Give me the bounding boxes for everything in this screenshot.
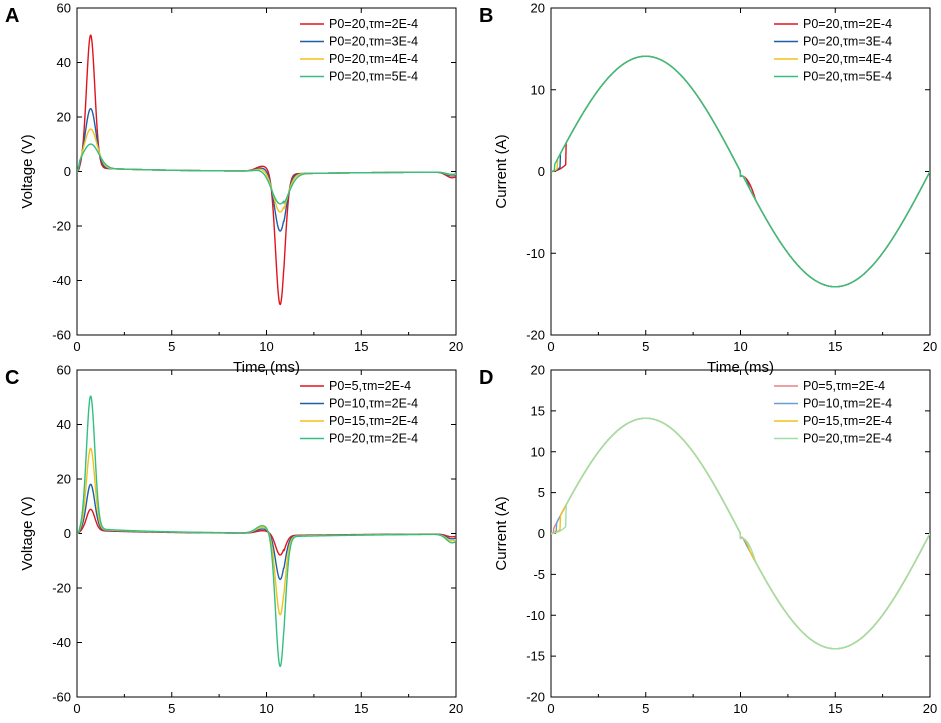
y-tick-label: 20 bbox=[57, 110, 71, 125]
x-tick-label: 20 bbox=[449, 339, 463, 354]
panel-B: B 0 5 10 15 20 -20 -10 0 10 20 Time (ms) Current (A)… bbox=[479, 1, 937, 377]
y-tick-label: 20 bbox=[531, 1, 545, 16]
y-tick-label: -20 bbox=[52, 219, 71, 234]
series-line-4 bbox=[551, 417, 930, 650]
y-tick-label: 15 bbox=[531, 403, 545, 418]
y-axis-label: Current (A) bbox=[493, 496, 510, 570]
x-tick-label: 15 bbox=[354, 701, 368, 716]
x-axis-label: Time (ms) bbox=[233, 721, 300, 723]
y-tick-label: -10 bbox=[526, 608, 545, 623]
legend-entry: P0=5,τm=2E-4 bbox=[329, 379, 411, 393]
legend-entry: P0=20,τm=2E-4 bbox=[803, 17, 892, 31]
series-group bbox=[551, 55, 930, 288]
legend-entry: P0=20,τm=4E-4 bbox=[803, 52, 892, 66]
x-tick-label: 0 bbox=[547, 701, 554, 716]
legend-entry: P0=20,τm=5E-4 bbox=[329, 70, 418, 84]
y-tick-label: 0 bbox=[538, 526, 545, 541]
y-tick-label: 20 bbox=[57, 472, 71, 487]
y-tick-label: 60 bbox=[57, 1, 71, 16]
y-tick-label: -60 bbox=[52, 690, 71, 705]
legend-entry: P0=10,τm=2E-4 bbox=[329, 397, 418, 411]
legend-entry: P0=5,τm=2E-4 bbox=[803, 379, 885, 393]
y-tick-label: -20 bbox=[52, 581, 71, 596]
panel-letter: B bbox=[479, 5, 493, 27]
y-tick-label: 5 bbox=[538, 485, 545, 500]
panel-letter: A bbox=[5, 5, 19, 27]
x-tick-label: 0 bbox=[547, 339, 554, 354]
legend-entry: P0=20,τm=2E-4 bbox=[329, 432, 418, 446]
panel-letter: D bbox=[479, 367, 493, 389]
legend-entry: P0=20,τm=5E-4 bbox=[803, 70, 892, 84]
panel-letter: C bbox=[5, 367, 19, 389]
x-tick-label: 5 bbox=[642, 701, 649, 716]
y-tick-label: 0 bbox=[64, 164, 71, 179]
y-tick-label: -10 bbox=[526, 246, 545, 261]
legend-entry: P0=20,τm=4E-4 bbox=[329, 52, 418, 66]
x-tick-label: 0 bbox=[73, 339, 80, 354]
legend-entry: P0=10,τm=2E-4 bbox=[803, 397, 892, 411]
y-tick-label: -20 bbox=[526, 690, 545, 705]
y-tick-label: 0 bbox=[64, 526, 71, 541]
legend-entry: P0=20,τm=2E-4 bbox=[803, 432, 892, 446]
y-tick-label: 20 bbox=[531, 363, 545, 378]
y-tick-label: -40 bbox=[52, 273, 71, 288]
y-tick-label: 40 bbox=[57, 55, 71, 70]
x-tick-label: 20 bbox=[923, 339, 937, 354]
y-tick-label: -5 bbox=[533, 567, 545, 582]
panel-C: C 0 5 10 15 20 -60 -40 -20 0 20 40 60 Time (ms) Voltag… bbox=[5, 363, 463, 723]
panel-A: A 0 5 10 15 20 -60 -40 -20 0 20 40 60 Time (ms) Voltag… bbox=[5, 1, 463, 377]
x-tick-label: 10 bbox=[259, 339, 273, 354]
x-axis-label: Time (ms) bbox=[707, 721, 774, 723]
series-line-4 bbox=[77, 143, 456, 205]
legend-entry: P0=20,τm=3E-4 bbox=[803, 35, 892, 49]
legend-entry: P0=20,τm=3E-4 bbox=[329, 35, 418, 49]
x-tick-label: 0 bbox=[73, 701, 80, 716]
y-tick-label: 10 bbox=[531, 444, 545, 459]
y-axis-label: Voltage (V) bbox=[19, 496, 36, 570]
y-tick-label: 10 bbox=[531, 82, 545, 97]
x-tick-label: 5 bbox=[168, 339, 175, 354]
x-tick-label: 10 bbox=[733, 339, 747, 354]
series-group bbox=[77, 395, 456, 668]
x-axis-label: Time (ms) bbox=[707, 359, 774, 376]
y-tick-label: -40 bbox=[52, 635, 71, 650]
x-tick-label: 20 bbox=[449, 701, 463, 716]
series-line-4 bbox=[551, 55, 930, 288]
y-axis-label: Current (A) bbox=[493, 134, 510, 208]
x-tick-label: 10 bbox=[733, 701, 747, 716]
legend-entry: P0=15,τm=2E-4 bbox=[329, 414, 418, 428]
y-tick-label: -15 bbox=[526, 649, 545, 664]
x-tick-label: 15 bbox=[828, 701, 842, 716]
series-group bbox=[551, 417, 930, 650]
x-axis-label: Time (ms) bbox=[233, 359, 300, 376]
x-tick-label: 15 bbox=[828, 339, 842, 354]
x-tick-label: 10 bbox=[259, 701, 273, 716]
legend-entry: P0=15,τm=2E-4 bbox=[803, 414, 892, 428]
y-tick-label: 60 bbox=[57, 363, 71, 378]
series-line-4 bbox=[77, 395, 456, 668]
y-tick-label: -20 bbox=[526, 328, 545, 343]
y-tick-label: 0 bbox=[538, 164, 545, 179]
y-tick-label: 40 bbox=[57, 417, 71, 432]
y-axis-label: Voltage (V) bbox=[19, 134, 36, 208]
y-tick-label: -60 bbox=[52, 328, 71, 343]
series-line-1 bbox=[77, 508, 456, 556]
panel-D: D 0 5 10 15 20 -20 -15 -10 -5 0 5 10 15 20 Time (ms) Cur… bbox=[479, 363, 937, 723]
legend-entry: P0=20,τm=2E-4 bbox=[329, 17, 418, 31]
x-tick-label: 5 bbox=[642, 339, 649, 354]
x-tick-label: 15 bbox=[354, 339, 368, 354]
x-tick-label: 20 bbox=[923, 701, 937, 716]
series-group bbox=[77, 34, 456, 306]
x-tick-label: 5 bbox=[168, 701, 175, 716]
